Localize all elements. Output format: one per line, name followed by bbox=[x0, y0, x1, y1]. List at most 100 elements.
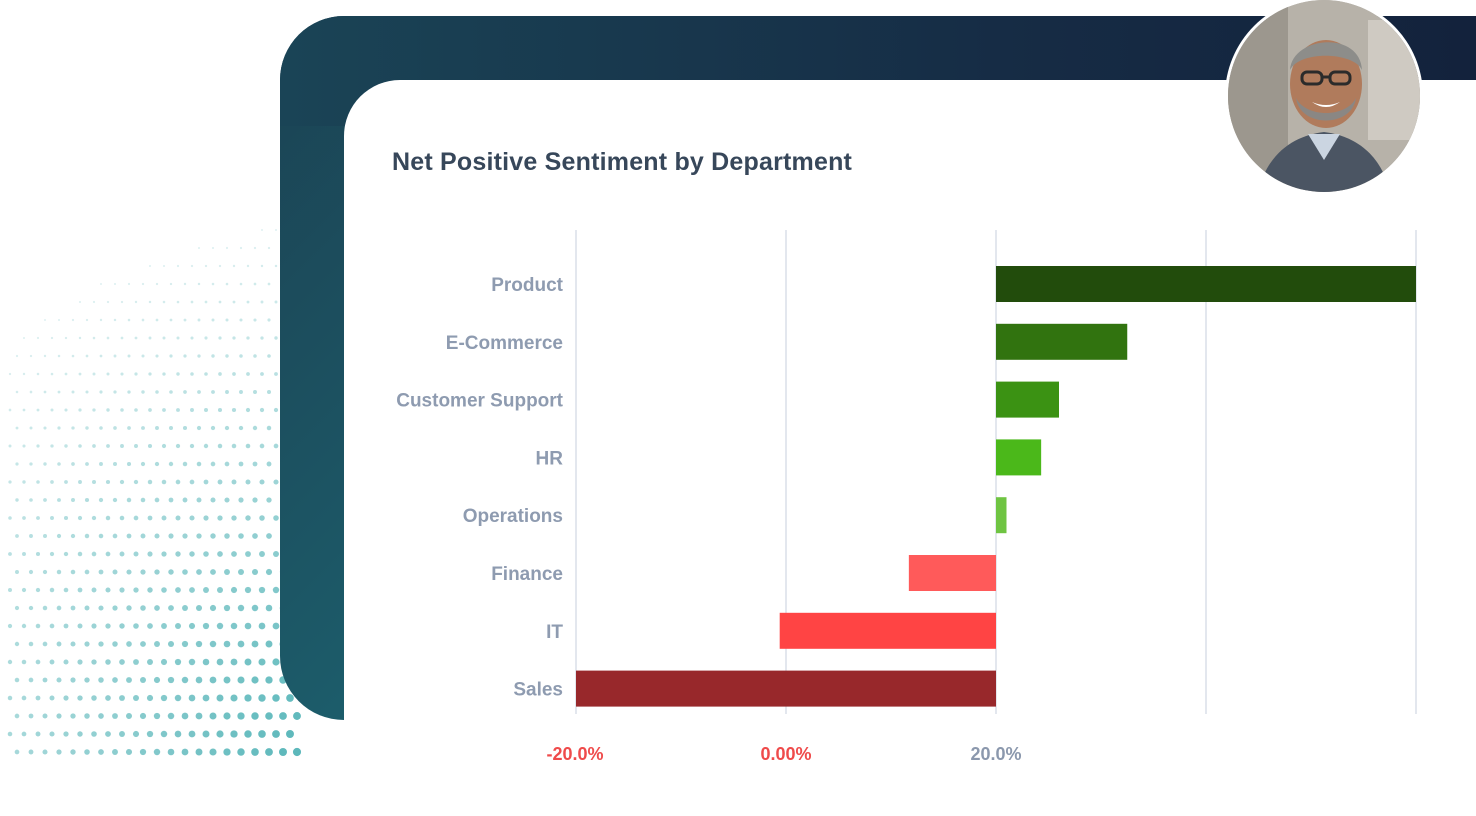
decor-dot bbox=[238, 569, 244, 575]
decor-dot bbox=[274, 372, 278, 376]
decor-dot bbox=[71, 354, 75, 358]
decor-dot bbox=[98, 605, 104, 611]
decor-dot bbox=[64, 444, 68, 448]
decor-dot bbox=[265, 568, 273, 576]
decor-dot bbox=[266, 533, 272, 539]
decor-dot bbox=[15, 426, 19, 430]
decor-dot bbox=[85, 390, 89, 394]
decor-dot bbox=[133, 515, 139, 521]
bar-customer-support bbox=[996, 381, 1059, 418]
decor-dot bbox=[100, 283, 102, 285]
decor-dot bbox=[252, 461, 258, 467]
decor-dot bbox=[211, 318, 215, 322]
decor-dot bbox=[112, 569, 118, 575]
decor-dot bbox=[133, 623, 139, 629]
decor-dot bbox=[238, 461, 244, 467]
decor-dot bbox=[92, 336, 96, 340]
decor-dot bbox=[140, 605, 146, 611]
decor-dot bbox=[29, 354, 33, 358]
decor-dot bbox=[175, 479, 181, 485]
decor-dot bbox=[43, 390, 47, 394]
decor-dot bbox=[218, 300, 222, 304]
decor-dot bbox=[273, 515, 279, 521]
decor-dot bbox=[43, 426, 47, 430]
decor-dot bbox=[99, 426, 103, 430]
decor-dot bbox=[148, 336, 152, 340]
decor-dot bbox=[245, 551, 251, 557]
decor-dot bbox=[259, 443, 265, 449]
decor-dot bbox=[29, 462, 33, 466]
decor-dot bbox=[91, 659, 97, 665]
decor-dot bbox=[265, 676, 273, 684]
decor-dot bbox=[57, 462, 61, 466]
decor-dot bbox=[42, 533, 48, 539]
decor-dot bbox=[216, 658, 224, 666]
decor-dot bbox=[153, 748, 161, 756]
decor-dot bbox=[154, 569, 160, 575]
decor-dot bbox=[253, 246, 257, 250]
decor-dot bbox=[71, 498, 75, 502]
decor-dot bbox=[260, 228, 264, 232]
decor-dot bbox=[244, 694, 252, 702]
decor-dot bbox=[176, 372, 180, 376]
decor-dot bbox=[232, 264, 236, 268]
decor-dot bbox=[266, 425, 272, 431]
decor-dot bbox=[155, 318, 159, 322]
decor-dot bbox=[77, 587, 83, 593]
decor-dot bbox=[189, 443, 195, 449]
decor-dot bbox=[15, 498, 19, 502]
decor-dot bbox=[126, 569, 132, 575]
decor-dot bbox=[197, 282, 201, 286]
decor-dot bbox=[188, 658, 196, 666]
decor-dot bbox=[99, 318, 103, 322]
decor-dot bbox=[204, 336, 208, 340]
decor-dot bbox=[22, 408, 26, 412]
decor-dot bbox=[258, 694, 266, 702]
decor-dot bbox=[160, 694, 168, 702]
decor-dot bbox=[216, 586, 224, 594]
decor-dot bbox=[231, 479, 237, 485]
decor-dot bbox=[7, 623, 13, 629]
decor-dot bbox=[267, 246, 271, 250]
decor-dot bbox=[57, 498, 61, 502]
decor-dot bbox=[155, 282, 159, 286]
decor-dot bbox=[42, 569, 48, 575]
decor-dot bbox=[189, 515, 195, 521]
decor-dot bbox=[92, 408, 96, 412]
decor-dot bbox=[126, 461, 132, 467]
decor-dot bbox=[230, 658, 238, 666]
decor-dot bbox=[57, 318, 61, 322]
decor-dot bbox=[246, 372, 250, 376]
decor-dot bbox=[22, 336, 26, 340]
decor-dot bbox=[216, 622, 224, 630]
decor-dot bbox=[22, 480, 26, 484]
decor-dot bbox=[133, 479, 139, 485]
decor-dot bbox=[50, 516, 54, 520]
decor-dot bbox=[147, 587, 153, 593]
decor-dot bbox=[244, 586, 252, 594]
decor-dot bbox=[141, 426, 145, 430]
decor-dot bbox=[112, 749, 118, 755]
decor-dot bbox=[258, 658, 266, 666]
decor-dot bbox=[105, 695, 111, 701]
decor-dot bbox=[8, 552, 12, 556]
decor-dot bbox=[162, 408, 166, 412]
decor-dot bbox=[71, 426, 75, 430]
decor-dot bbox=[181, 748, 189, 756]
bar-e-commerce bbox=[996, 323, 1128, 360]
x-tick-label: 20.0% bbox=[970, 744, 1021, 764]
decor-dot bbox=[161, 443, 167, 449]
decor-dot bbox=[197, 318, 201, 322]
decor-dot bbox=[98, 533, 104, 539]
decor-dot bbox=[260, 300, 264, 304]
decor-dot bbox=[167, 676, 175, 684]
decor-dot bbox=[15, 354, 19, 358]
decor-dot bbox=[203, 443, 209, 449]
decor-dot bbox=[182, 497, 188, 503]
decor-dot bbox=[237, 676, 245, 684]
decor-dot bbox=[204, 372, 208, 376]
decor-dot bbox=[105, 479, 111, 485]
decor-dot bbox=[147, 515, 153, 521]
decor-dot bbox=[78, 408, 82, 412]
decor-dot bbox=[85, 462, 89, 466]
